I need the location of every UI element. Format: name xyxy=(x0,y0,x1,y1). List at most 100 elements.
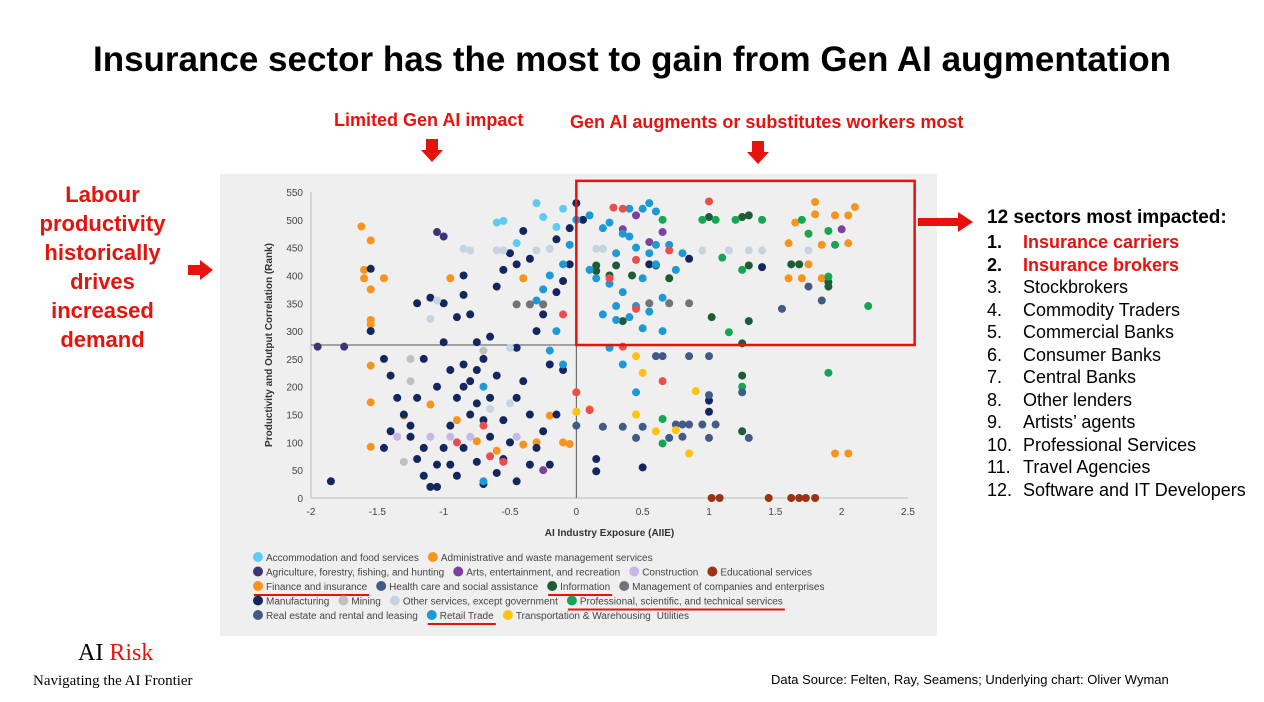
data-point xyxy=(492,282,501,291)
data-point xyxy=(585,211,594,220)
data-point xyxy=(552,223,561,232)
data-point xyxy=(738,265,747,274)
y-tick-label: 200 xyxy=(286,383,303,394)
legend-label: Administrative and waste management serv… xyxy=(441,553,653,564)
data-point xyxy=(512,432,521,441)
legend-label: Health care and social assistance xyxy=(389,582,538,593)
sector-name: Professional Services xyxy=(1023,434,1197,455)
data-point xyxy=(525,460,534,469)
data-point xyxy=(804,229,813,238)
data-point xyxy=(486,432,495,441)
legend-marker xyxy=(547,581,558,591)
data-point xyxy=(705,433,713,442)
data-point xyxy=(744,211,753,220)
data-point xyxy=(433,460,442,469)
data-point xyxy=(744,433,753,442)
sector-name: Software and IT Developers xyxy=(1023,479,1246,500)
data-point xyxy=(638,368,647,377)
data-point xyxy=(658,352,667,361)
data-point xyxy=(572,407,581,416)
data-point xyxy=(532,199,541,208)
legend-label: Arts, entertainment, and recreation xyxy=(466,568,620,579)
x-tick-label: -1 xyxy=(439,507,448,518)
legend-label: Utilities xyxy=(657,611,689,622)
data-point xyxy=(598,422,607,431)
data-point xyxy=(419,471,428,480)
sector-number: 2. xyxy=(987,254,1003,275)
sector-item: 2. Insurance brokers xyxy=(987,254,1246,277)
sector-name: Other lenders xyxy=(1023,389,1133,410)
sector-name: Stockbrokers xyxy=(1023,277,1129,297)
data-point xyxy=(379,274,388,283)
data-point xyxy=(433,228,442,237)
sector-item: 10. Professional Services xyxy=(987,434,1246,457)
data-point xyxy=(824,272,833,281)
data-point xyxy=(426,400,435,409)
data-point xyxy=(795,260,804,269)
data-point xyxy=(605,279,614,288)
sector-number: 10. xyxy=(987,434,1013,455)
sector-name: Central Banks xyxy=(1023,367,1137,387)
data-point xyxy=(598,244,607,253)
data-point xyxy=(632,410,641,419)
data-point xyxy=(366,236,375,245)
legend-marker xyxy=(389,595,400,606)
data-point xyxy=(791,218,800,227)
data-point xyxy=(632,304,641,313)
data-point xyxy=(724,246,733,255)
data-point xyxy=(738,427,747,436)
data-point xyxy=(705,396,713,405)
left-annotation: Labour productivity historically drives … xyxy=(39,182,166,352)
sector-item: 7. Central Banks xyxy=(987,366,1246,389)
y-tick-label: 350 xyxy=(286,299,303,310)
data-point xyxy=(565,240,574,249)
data-point xyxy=(824,226,833,235)
data-point xyxy=(313,342,322,351)
sector-item: 6. Consumer Banks xyxy=(987,344,1246,367)
y-tick-label: 50 xyxy=(292,466,304,477)
data-point xyxy=(326,477,335,486)
sector-number: 12. xyxy=(987,479,1013,500)
data-point xyxy=(512,300,521,309)
data-point xyxy=(552,235,561,244)
y-tick-label: 100 xyxy=(286,438,303,449)
data-point xyxy=(797,274,806,283)
data-point xyxy=(559,310,568,319)
legend-label: Accommodation and food services xyxy=(266,553,419,564)
data-point xyxy=(545,244,554,253)
data-point xyxy=(625,204,634,213)
data-point xyxy=(811,198,820,207)
legend-marker xyxy=(566,595,577,606)
sector-name: Consumer Banks xyxy=(1023,344,1162,365)
data-point xyxy=(506,249,514,258)
data-point xyxy=(426,482,435,491)
data-point xyxy=(844,239,853,248)
data-point xyxy=(512,260,521,269)
data-point xyxy=(705,352,713,361)
y-tick-label: 300 xyxy=(286,327,303,338)
data-point xyxy=(433,482,442,491)
data-point xyxy=(439,232,448,241)
data-point xyxy=(366,285,375,294)
data-point xyxy=(705,407,713,416)
x-tick-label: -2 xyxy=(307,507,316,518)
data-point xyxy=(399,410,408,419)
data-point xyxy=(618,317,627,326)
data-point xyxy=(638,422,647,431)
data-point xyxy=(512,393,521,402)
data-point xyxy=(592,267,601,276)
x-tick-label: 2 xyxy=(839,507,845,518)
data-point xyxy=(625,313,634,322)
x-tick-label: -1.5 xyxy=(369,507,387,518)
data-point xyxy=(466,310,475,319)
data-point xyxy=(632,433,641,442)
data-point xyxy=(665,299,674,308)
data-point xyxy=(850,203,859,212)
legend-marker xyxy=(253,610,263,620)
data-point xyxy=(784,239,793,248)
data-point xyxy=(605,274,614,283)
data-point xyxy=(413,299,422,308)
right-arrow-icon xyxy=(918,212,973,232)
scatter-chart: -2 -1.5 -1 -0.5 0 0.5 1 1.5 2 2.5 0 50 100 150 200 250 3… xyxy=(253,179,916,625)
data-point xyxy=(744,317,753,326)
